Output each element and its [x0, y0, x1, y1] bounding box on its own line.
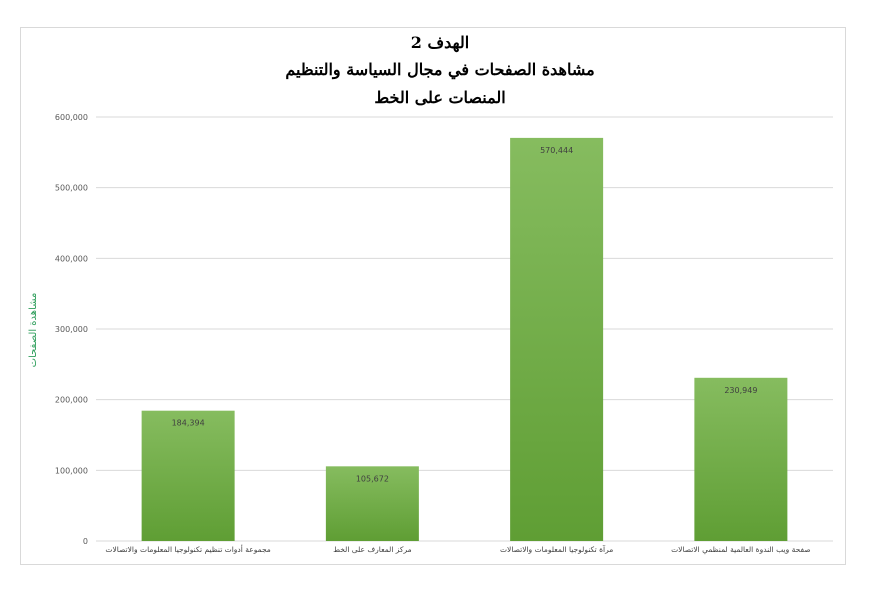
bar — [694, 377, 788, 541]
y-tick-label: 0 — [83, 537, 88, 546]
data-labels: 184,394 105,672 570,444 230,949 — [172, 146, 758, 483]
y-tick-label: 300,000 — [55, 325, 88, 334]
data-label: 570,444 — [540, 146, 573, 155]
bar — [325, 466, 419, 541]
chart-title-line-2: مشاهدة الصفحات في مجال السياسة والتنظيم — [285, 60, 594, 80]
y-axis-label: مشاهدة الصفحات — [28, 293, 39, 368]
data-label: 105,672 — [356, 474, 389, 483]
y-axis-ticks: 0 100,000 200,000 300,000 400,000 500,000 600,… — [55, 113, 88, 546]
chart-title-line-3: المنصات على الخط — [374, 88, 505, 107]
data-label: 184,394 — [172, 419, 205, 428]
y-tick-label: 200,000 — [55, 396, 88, 405]
x-tick-label: مرآة تكنولوجيا المعلومات والاتصالات — [500, 544, 613, 554]
y-tick-label: 600,000 — [55, 113, 88, 122]
y-tick-label: 100,000 — [55, 466, 88, 475]
y-tick-label: 500,000 — [55, 184, 88, 193]
x-tick-label: مركز المعارف على الخط — [333, 545, 412, 554]
chart-title: الهدف 2 مشاهدة الصفحات في مجال السياسة و… — [285, 33, 594, 107]
chart-title-line-1: الهدف 2 — [411, 33, 469, 53]
chart-frame: الهدف 2 مشاهدة الصفحات في مجال السياسة و… — [20, 27, 846, 565]
y-tick-label: 400,000 — [55, 254, 88, 263]
x-tick-label: صفحة ويب الندوة العالمية لمنظمي الاتصالا… — [671, 545, 811, 554]
x-tick-label: مجموعة أدوات تنظيم تكنولوجيا المعلومات و… — [105, 544, 270, 554]
bars — [141, 137, 788, 541]
x-axis-categories: مجموعة أدوات تنظيم تكنولوجيا المعلومات و… — [105, 544, 810, 554]
bar-chart: الهدف 2 مشاهدة الصفحات في مجال السياسة و… — [28, 33, 833, 554]
bar — [141, 410, 235, 541]
bar — [510, 137, 604, 541]
data-label: 230,949 — [724, 386, 757, 395]
